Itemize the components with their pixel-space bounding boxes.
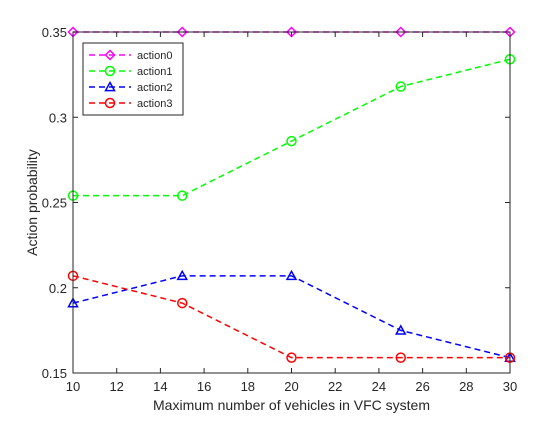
data-point — [394, 324, 407, 335]
legend-marker — [104, 97, 116, 109]
data-point — [395, 26, 407, 38]
data-point — [176, 26, 188, 38]
x-tick-label: 30 — [503, 379, 517, 394]
x-tick-label: 28 — [459, 379, 473, 394]
x-tick-label: 20 — [284, 379, 298, 394]
data-point — [395, 81, 406, 92]
x-tick-label: 22 — [328, 379, 342, 394]
legend: action0 action1 action2 action3 — [82, 42, 184, 116]
legend-label: action2 — [137, 82, 172, 94]
legend-marker — [104, 65, 116, 77]
legend-marker — [104, 49, 116, 61]
series-action3 — [67, 270, 516, 363]
legend-marker — [104, 80, 116, 92]
legend-item-action2: action2 — [89, 80, 172, 94]
x-tick-label: 10 — [66, 379, 80, 394]
x-tick-label: 12 — [109, 379, 123, 394]
data-point — [286, 135, 297, 147]
x-tick-label: 16 — [197, 379, 211, 394]
data-point — [177, 297, 188, 309]
ticks-layer: 10 12 14 16 18 20 22 24 26 28 30 0.15 0.2 0.25 0.3 0.35 — [42, 25, 518, 394]
data-point — [285, 269, 298, 281]
y-tick-label: 0.25 — [42, 196, 67, 211]
y-tick-label: 0.35 — [42, 25, 67, 40]
y-tick-label: 0.15 — [42, 366, 67, 381]
data-point — [286, 352, 297, 363]
legend-item-action3: action3 — [89, 97, 172, 110]
y-axis-label: Action probability — [24, 149, 40, 256]
series-action2 — [67, 269, 516, 363]
series-line — [72, 275, 510, 359]
legend-item-action1: action1 — [89, 65, 172, 78]
data-point — [177, 190, 188, 201]
series-line — [73, 58, 511, 197]
data-point — [176, 269, 189, 281]
x-tick-label: 26 — [415, 379, 429, 394]
x-tick-label: 14 — [153, 379, 167, 394]
legend-label: action0 — [137, 50, 172, 62]
legend-label: action1 — [137, 66, 172, 78]
x-axis-label: Maximum number of vehicles in VFC system — [153, 397, 430, 413]
x-tick-label: 18 — [241, 379, 255, 394]
y-tick-label: 0.3 — [49, 110, 67, 125]
series-line — [72, 275, 511, 359]
legend-label: action3 — [137, 98, 172, 110]
x-tick-label: 24 — [372, 379, 386, 394]
y-tick-label: 0.2 — [49, 281, 67, 296]
data-point — [395, 352, 406, 363]
legend-item-action0: action0 — [89, 49, 172, 62]
